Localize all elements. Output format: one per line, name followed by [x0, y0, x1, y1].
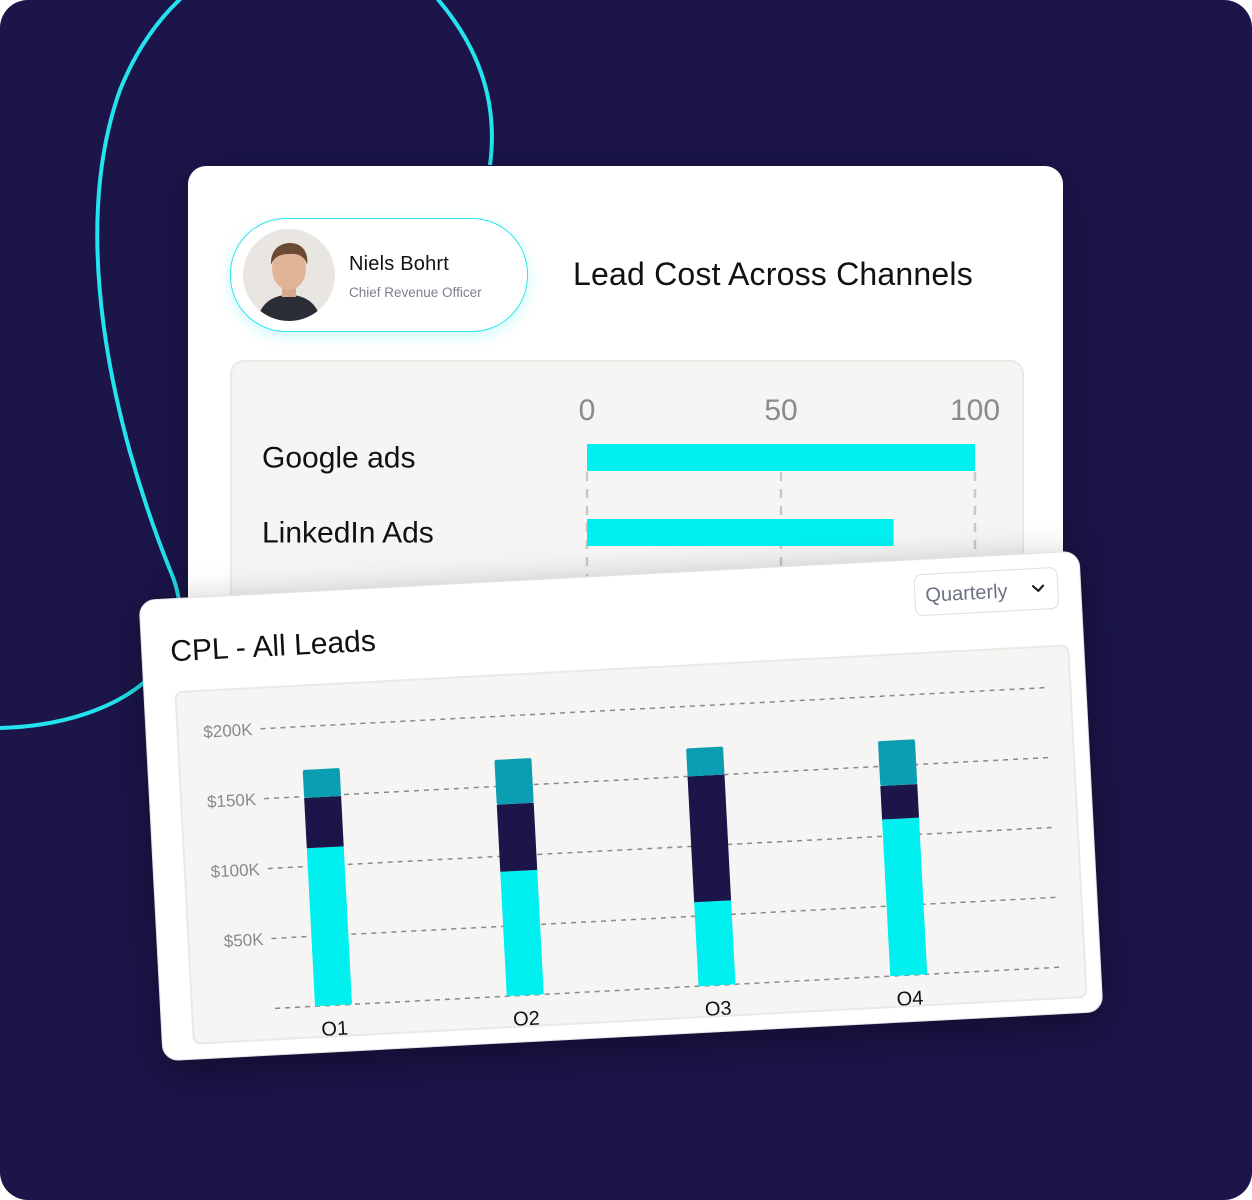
person-name: Niels Bohrt — [349, 253, 450, 275]
baseline — [275, 966, 1063, 1010]
cpl-card: CPL - All Leads Quarterly $50K $100K $150K… — [138, 550, 1104, 1062]
bar-segment-q4 — [880, 784, 920, 820]
bar-google-ads — [587, 444, 975, 471]
x-tick-label: 50 — [764, 394, 797, 427]
y-tick-label: $150K — [207, 790, 258, 812]
x-tick-label: Q3 — [704, 998, 732, 1021]
bar-segment-q3 — [694, 900, 736, 987]
cpl-chart-title: CPL - All Leads — [169, 624, 377, 669]
bar-segment-q4 — [878, 739, 918, 786]
person-role: Chief Revenue Officer — [349, 285, 482, 300]
bar-segment-q3 — [686, 746, 725, 777]
y-tick-label: $100K — [210, 860, 261, 882]
cpl-chart: $50K $100K $150K $200K Q1 Q2 Q3 Q4 — [203, 686, 1063, 1041]
x-tick-label: Q4 — [896, 987, 924, 1010]
bar-segment-q1 — [302, 768, 341, 798]
grid-line — [264, 756, 1052, 800]
category-label: Google ads — [262, 442, 415, 475]
bar-segment-q2 — [496, 802, 538, 872]
bar-segment-q3 — [687, 774, 732, 903]
chevron-down-icon — [1031, 584, 1045, 592]
x-tick-label: Q2 — [513, 1008, 541, 1031]
bar-segment-q1 — [306, 846, 353, 1007]
lead-chart-title: Lead Cost Across Channels — [573, 256, 973, 292]
y-tick-label: $200K — [203, 720, 254, 742]
x-tick-label: 0 — [579, 394, 596, 427]
category-label: LinkedIn Ads — [262, 517, 434, 550]
period-select-value: Quarterly — [924, 580, 1009, 607]
period-select[interactable]: Quarterly — [913, 566, 1060, 617]
bar-segment-q2 — [500, 869, 544, 997]
profile-chip: Niels Bohrt Chief Revenue Officer — [230, 218, 528, 332]
bar-linkedin-ads — [587, 519, 894, 546]
bar-segment-q1 — [304, 796, 344, 849]
bar-segment-q2 — [494, 758, 534, 805]
grid-line — [267, 826, 1055, 870]
grid-line — [271, 896, 1059, 940]
y-tick-label: $50K — [223, 930, 264, 951]
cpl-chart-panel: $50K $100K $150K $200K Q1 Q2 Q3 Q4 — [174, 644, 1088, 1045]
avatar — [243, 229, 335, 321]
x-tick-label: 100 — [950, 394, 1000, 427]
bar-segment-q4 — [882, 817, 928, 977]
x-tick-label: Q1 — [321, 1018, 349, 1041]
grid-line — [260, 686, 1048, 730]
